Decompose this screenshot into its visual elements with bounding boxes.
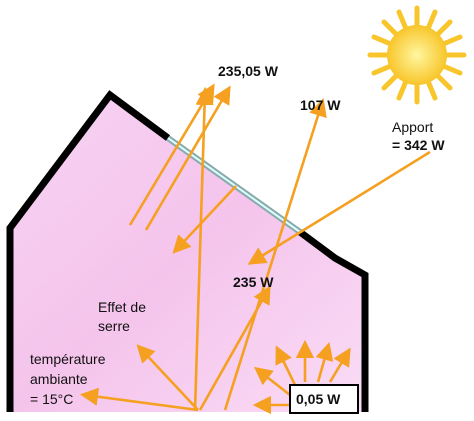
temperature-value: = 15°C bbox=[30, 391, 73, 407]
effect-label: Effet de bbox=[98, 299, 146, 315]
effect-label: serre bbox=[98, 318, 130, 334]
loss-label: 0,05 W bbox=[296, 391, 341, 407]
diagram: 235,05 W 107 W Apport = 342 W 235 W Effe… bbox=[0, 0, 474, 421]
input-label: Apport bbox=[392, 119, 433, 135]
escaping-label: 107 W bbox=[300, 97, 341, 113]
sun bbox=[370, 8, 464, 102]
input-value: = 342 W bbox=[392, 137, 445, 153]
reflected-label: 235,05 W bbox=[218, 63, 279, 79]
absorbed-label: 235 W bbox=[233, 274, 274, 290]
temperature-label: ambiante bbox=[30, 371, 88, 387]
temperature-label: température bbox=[30, 351, 106, 367]
